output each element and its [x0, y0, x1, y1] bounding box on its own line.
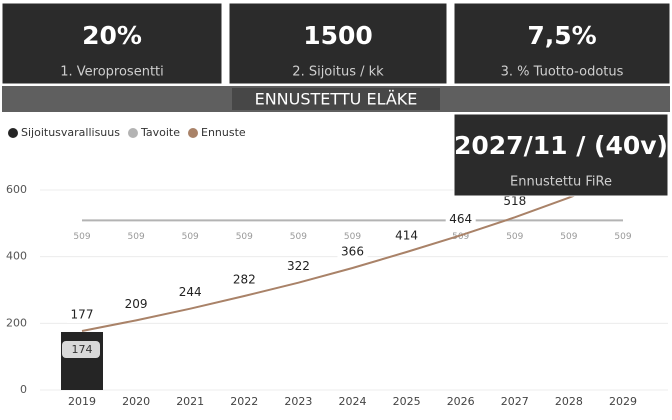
- x-tick-label: 2023: [284, 395, 312, 408]
- kpi-label: 1. Veroprosentti: [60, 65, 164, 80]
- legend-label: Ennuste: [201, 126, 246, 139]
- x-tick-label: 2019: [68, 395, 96, 408]
- data-label: 509: [182, 232, 199, 242]
- x-tick-label: 2020: [122, 395, 150, 408]
- data-label: 177: [71, 308, 94, 322]
- data-label: 414: [395, 229, 418, 243]
- kpi-card: [1, 2, 223, 85]
- data-label: 322: [287, 259, 310, 273]
- fire-value: 2027/11 / (40v): [454, 131, 668, 160]
- fire-label: Ennustettu FiRe: [510, 175, 612, 190]
- kpi-value: 20%: [82, 21, 142, 50]
- data-label: 464: [449, 212, 472, 226]
- kpi-card: [453, 2, 671, 85]
- x-tick-label: 2025: [393, 395, 421, 408]
- data-label: 509: [452, 232, 469, 242]
- legend-label: Sijoitusvarallisuus: [21, 126, 120, 139]
- data-label: 509: [73, 232, 90, 242]
- label-bg: [121, 296, 152, 313]
- legend-marker: [127, 128, 138, 138]
- label-bg: [445, 211, 476, 228]
- data-label: 244: [179, 285, 202, 299]
- y-tick-label: 200: [6, 316, 27, 329]
- x-tick-label: 2029: [609, 395, 637, 408]
- data-label: 509: [344, 232, 361, 242]
- x-tick-label: 2028: [555, 395, 583, 408]
- y-tick-label: 600: [6, 183, 27, 196]
- label-bg: [67, 307, 97, 323]
- x-tick-label: 2027: [501, 395, 529, 408]
- label-bg: [175, 284, 206, 301]
- kpi-value: 1500: [303, 21, 373, 50]
- label-bg: [229, 272, 260, 288]
- data-label: 518: [503, 194, 526, 208]
- x-tick-label: 2024: [339, 395, 367, 408]
- x-tick-label: 2022: [230, 395, 258, 408]
- bar-label: 174: [72, 343, 93, 356]
- legend: Sijoitusvarallisuus Tavoite Ennuste: [8, 126, 246, 139]
- y-tick-label: 400: [6, 250, 27, 263]
- data-label: 509: [236, 232, 253, 242]
- data-label: 366: [341, 245, 364, 259]
- data-label: 509: [614, 232, 631, 242]
- kpi-label: 3. % Tuotto-odotus: [501, 65, 624, 80]
- data-label: 509: [506, 232, 523, 242]
- legend-label: Tavoite: [140, 126, 180, 139]
- chart-title: ENNUSTETTU ELÄKE: [255, 90, 418, 109]
- y-tick-label: 0: [20, 383, 27, 396]
- data-label: 209: [125, 297, 148, 311]
- bar-label-box: [62, 341, 100, 358]
- line: [81, 175, 624, 332]
- data-label: 509: [560, 232, 577, 242]
- x-tick-label: 2026: [447, 395, 475, 408]
- label-bg: [499, 193, 530, 210]
- legend-marker: [8, 128, 18, 138]
- legend-marker: [188, 128, 198, 138]
- kpi-card: [228, 2, 448, 85]
- cards: 20% 1. Veroprosentti 1500 2. Sijoitus / kk 7…: [1, 2, 671, 85]
- data-label: 282: [233, 273, 256, 287]
- x-tick-label: 2021: [176, 395, 204, 408]
- data-label: 509: [128, 232, 145, 242]
- bar: [61, 332, 103, 390]
- data-label: 509: [290, 232, 307, 242]
- kpi-label: 2. Sijoitus / kk: [292, 65, 384, 80]
- title-box: [232, 88, 440, 110]
- fire-card: [453, 113, 669, 197]
- label-bg: [337, 244, 368, 260]
- label-bg: [391, 228, 422, 244]
- kpi-value: 7,5%: [527, 21, 596, 50]
- label-bg: [283, 258, 314, 275]
